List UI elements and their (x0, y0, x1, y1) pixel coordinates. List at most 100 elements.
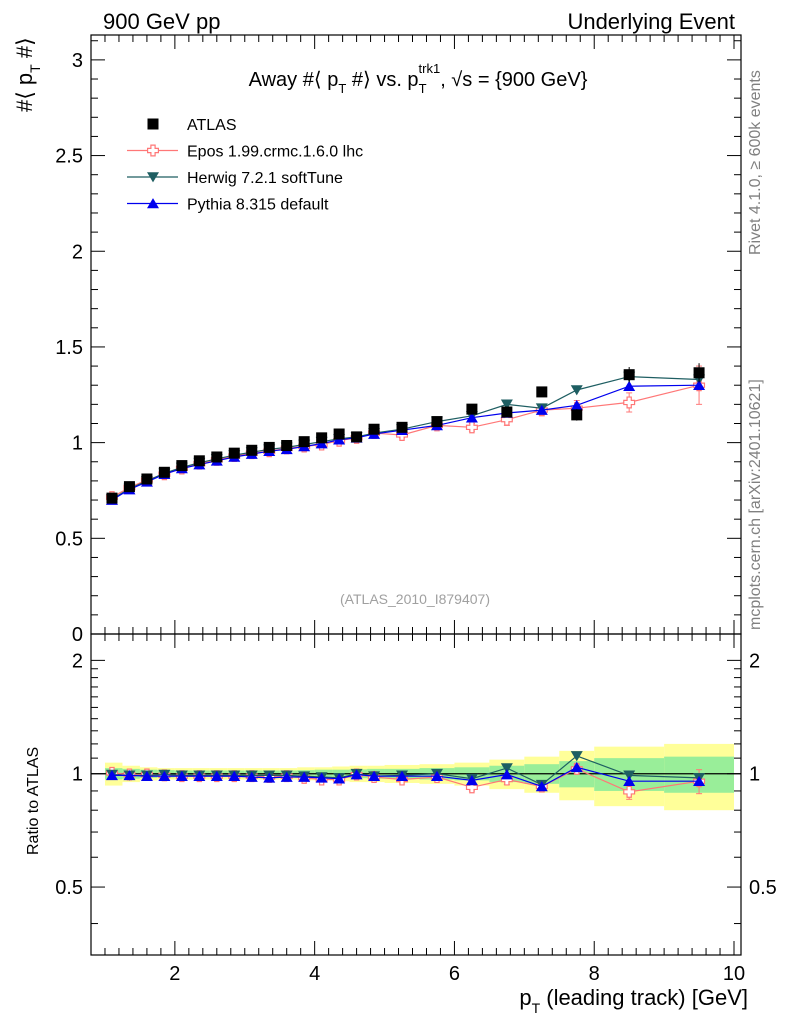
ratio-tick-label-right: 0.5 (749, 877, 777, 899)
pythia-8-315-default-ratio-point (350, 769, 363, 780)
pythia-8-315-default-ratio-point (245, 771, 258, 782)
atlas-point (193, 455, 205, 467)
atlas-point (368, 423, 380, 435)
main-series-group (105, 363, 706, 505)
atlas-point (501, 406, 513, 418)
pythia-8-315-default-ratio-point (693, 775, 706, 787)
pythia-8-315-default-ratio-point (193, 770, 206, 781)
pythia-8-315-default-line (111, 384, 700, 501)
ratio-tick-label: 1 (72, 764, 83, 786)
herwig-7-2-1-softtune-point (570, 385, 583, 396)
x-tick-label: 2 (169, 963, 180, 985)
legend-label-herwig-7-2-1-softtune: Herwig 7.2.1 softTune (187, 170, 343, 187)
x-tick-label: 6 (449, 963, 460, 985)
x-axis-label: pT (leading track) [GeV] (519, 985, 748, 1016)
pythia-8-315-default-ratio-point (123, 769, 136, 781)
epos-1-99-crmc-1-6-0-lhc-ratio-point (465, 781, 478, 794)
chart-title: Away #⟨ pT #⟩ vs. pTtrk1, √s = {900 GeV} (249, 61, 588, 96)
header-left: 900 GeV pp (103, 9, 220, 34)
atlas-point (263, 441, 275, 453)
ratio-tick-label-right: 1 (749, 764, 760, 786)
pythia-8-315-default-ratio-point (140, 770, 153, 781)
ratio-frame (90, 633, 742, 956)
ratio-tick-label-right: 2 (749, 650, 760, 672)
pythia-8-315-default-point (693, 379, 706, 391)
atlas-point (431, 416, 443, 428)
y-tick-label: 2 (72, 241, 83, 263)
legend-label-epos-1-99-crmc-1-6-0-lhc: Epos 1.99.crmc.1.6.0 lhc (187, 144, 363, 161)
legend-marker-pythia-8-315-default (147, 198, 159, 209)
header-right: Underlying Event (567, 9, 735, 34)
legend: ATLAS Epos 1.99.crmc.1.6.0 lhc Herwig 7.2.… (127, 117, 363, 214)
atlas-point (298, 436, 310, 448)
pythia-8-315-default-ratio-point (465, 774, 478, 786)
atlas-point (176, 460, 188, 472)
atlas-point (536, 386, 548, 398)
epos-1-99-crmc-1-6-0-lhc-line (111, 384, 700, 498)
title-sub-2: T (419, 81, 427, 96)
pythia-8-315-default-ratio-point (105, 769, 118, 781)
legend-marker-epos-1-99-crmc-1-6-0-lhc (147, 144, 159, 157)
y-axis-label: #⟨ pT #⟩ (12, 37, 43, 112)
analysis-watermark: (ATLAS_2010_I879407) (340, 591, 490, 607)
x-tick-label: 8 (589, 963, 600, 985)
ratio-band-group (91, 743, 741, 811)
herwig-7-2-1-softtune-line (111, 375, 700, 500)
pythia-8-315-default-ratio-point (430, 770, 443, 781)
atlas-point (281, 439, 293, 451)
atlas-point (106, 492, 118, 504)
pythia-8-315-default-ratio-point (280, 771, 293, 782)
x-tick-label: 4 (309, 963, 320, 985)
atlas-point (466, 403, 478, 415)
pythia-8-315-default-ratio-point (570, 761, 583, 773)
atlas-point (316, 432, 328, 444)
pythia-8-315-default-point (465, 412, 478, 423)
pythia-8-315-default-ratio-point (158, 770, 171, 781)
atlas-point (158, 466, 170, 478)
atlas-point (693, 367, 705, 379)
ratio-tick-label: 0.5 (55, 877, 83, 899)
atlas-point (396, 421, 408, 433)
legend-label-pythia-8-315-default: Pythia 8.315 default (187, 197, 329, 214)
pythia-8-315-default-ratio-point (396, 770, 409, 781)
pythia-8-315-default-ratio-point (228, 770, 241, 781)
pythia-8-315-default-ratio-point (175, 770, 188, 781)
epos-1-99-crmc-1-6-0-lhc-point (623, 396, 636, 409)
epos-1-99-crmc-1-6-0-lhc-ratio-point (623, 785, 636, 798)
side-label-top: Rivet 4.1.0, ≥ 600k events (747, 70, 764, 255)
y-tick-label: 3 (72, 50, 83, 72)
epos-1-99-crmc-1-6-0-lhc-point (465, 421, 478, 434)
herwig-7-2-1-softtune-ratio-point (500, 763, 513, 774)
herwig-7-2-1-softtune-ratio-point (623, 770, 636, 781)
pythia-8-315-default-ratio-point (210, 770, 223, 781)
title-sub-1: T (338, 81, 346, 96)
atlas-point (623, 369, 635, 381)
herwig-7-2-1-softtune-point (500, 399, 513, 410)
ratio-tick-label: 2 (72, 650, 83, 672)
herwig-7-2-1-softtune-ratio-point (570, 751, 583, 762)
atlas-point (333, 428, 345, 440)
y-tick-label: 2.5 (55, 146, 83, 168)
pythia-8-315-default-point (623, 380, 636, 391)
x-tick-label: 10 (723, 963, 745, 985)
pythia-8-315-default-point (570, 399, 583, 411)
ratio-y-axis-label: Ratio to ATLAS (25, 747, 42, 855)
atlas-point (351, 431, 363, 443)
y-tick-label: 0 (72, 624, 83, 646)
pythia-8-315-default-ratio-point (623, 775, 636, 787)
atlas-point (123, 481, 135, 493)
pythia-8-315-default-ratio-point (315, 772, 328, 783)
atlas-point (211, 451, 223, 463)
ratio-series-group (105, 751, 706, 800)
pythia-8-315-default-ratio-point (535, 781, 548, 792)
pythia-8-315-default-ratio-point (298, 771, 311, 782)
legend-marker-atlas (147, 118, 159, 130)
pythia-8-315-default-ratio-point (333, 773, 346, 784)
axes-group: 0 0.5 1 1.5 2 2.5 3 2 4 6 8 10 0.5 0.5 1 1 2 2 (55, 34, 777, 985)
legend-marker-herwig-7-2-1-softtune (147, 172, 159, 183)
atlas-point (246, 444, 258, 456)
pythia-8-315-default-ratio-point (368, 770, 381, 781)
y-tick-label: 0.5 (55, 528, 83, 550)
legend-label-atlas: ATLAS (187, 117, 237, 134)
